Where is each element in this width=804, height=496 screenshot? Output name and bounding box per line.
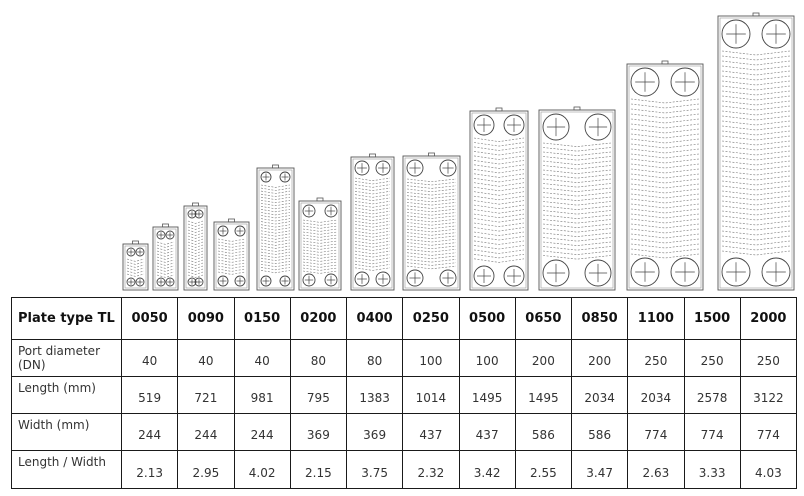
table-cell: 981: [233, 376, 291, 414]
plate-drawing-0150: [183, 202, 208, 291]
table-header-row: Plate type TL 0050 0090 0150 0200 0400 0250 050…: [11, 297, 798, 340]
table-cell: 3122: [739, 376, 798, 414]
table-row: Width (mm) 244 244 244 369 369 437 437 586 586 774…: [11, 413, 798, 451]
header-label: Plate type TL: [11, 297, 122, 340]
table-cell: 250: [683, 339, 741, 377]
table-cell: 1014: [402, 376, 460, 414]
plate-drawing-0200: [213, 218, 250, 291]
table-cell: 2.95: [177, 450, 235, 489]
plate-type-0150: 0150: [233, 297, 291, 340]
plate-type-0400: 0400: [345, 297, 404, 340]
plate-type-1100: 1100: [627, 297, 685, 340]
table-cell: 100: [458, 339, 516, 377]
table-cell: 80: [289, 339, 348, 377]
row-label: Width (mm): [11, 413, 122, 451]
table-cell: 2034: [627, 376, 685, 414]
table-cell: 3.42: [458, 450, 516, 489]
table-row: Length / Width 2.13 2.95 4.02 2.15 3.75 2.32 3.…: [11, 450, 798, 489]
plate-drawing-0850: [469, 107, 529, 291]
table-cell: 795: [289, 376, 348, 414]
row-label: Port diameter (DN): [11, 339, 122, 377]
row-label: Length / Width: [11, 450, 122, 489]
table-cell: 4.03: [739, 450, 798, 489]
table-cell: 200: [570, 339, 629, 377]
plate-type-1500: 1500: [683, 297, 741, 340]
table-cell: 4.02: [233, 450, 291, 489]
plate-type-0090: 0090: [177, 297, 235, 340]
plate-type-0200: 0200: [289, 297, 348, 340]
table-row: Port diameter (DN) 40 40 40 80 80 100 100 200 200…: [11, 339, 798, 377]
table-cell: 200: [514, 339, 573, 377]
plate-type-2000: 2000: [739, 297, 798, 340]
table-cell: 80: [345, 339, 404, 377]
table-cell: 437: [458, 413, 516, 451]
plate-drawing-0250: [298, 197, 342, 291]
table-cell: 250: [739, 339, 798, 377]
plate-drawings: [122, 12, 795, 291]
table-cell: 40: [177, 339, 235, 377]
table-cell: 1495: [514, 376, 573, 414]
table-cell: 519: [120, 376, 179, 414]
table-cell: 2578: [683, 376, 741, 414]
table-cell: 2.63: [627, 450, 685, 489]
table-cell: 774: [627, 413, 685, 451]
table-cell: 369: [345, 413, 404, 451]
table-cell: 2.55: [514, 450, 573, 489]
table-cell: 3.33: [683, 450, 741, 489]
table-cell: 3.75: [345, 450, 404, 489]
plate-type-0850: 0850: [570, 297, 629, 340]
plate-spec-table: Plate type TL 0050 0090 0150 0200 0400 0250 050…: [11, 297, 798, 489]
table-cell: 244: [233, 413, 291, 451]
table-cell: 1383: [345, 376, 404, 414]
table-cell: 40: [120, 339, 179, 377]
plate-drawing-0400: [256, 164, 295, 291]
table-cell: 100: [402, 339, 460, 377]
table-cell: 40: [233, 339, 291, 377]
table-cell: 244: [177, 413, 235, 451]
table-cell: 586: [514, 413, 573, 451]
plate-drawing-0050: [122, 240, 149, 291]
table-cell: 1495: [458, 376, 516, 414]
table-cell: 586: [570, 413, 629, 451]
table-cell: 369: [289, 413, 348, 451]
table-cell: 774: [683, 413, 741, 451]
plate-drawing-2000: [717, 12, 795, 291]
table-cell: 774: [739, 413, 798, 451]
table-row: Length (mm) 519 721 981 795 1383 1014 1495 1495 2…: [11, 376, 798, 414]
table-cell: 3.47: [570, 450, 629, 489]
plate-type-0500: 0500: [458, 297, 516, 340]
table-cell: 250: [627, 339, 685, 377]
plate-drawing-1500: [626, 60, 704, 291]
table-cell: 2.32: [402, 450, 460, 489]
plate-drawing-0500: [350, 153, 395, 291]
plate-type-0050: 0050: [120, 297, 179, 340]
plate-type-0650: 0650: [514, 297, 573, 340]
table-cell: 2.15: [289, 450, 348, 489]
row-label: Length (mm): [11, 376, 122, 414]
plate-drawing-1100: [538, 106, 616, 291]
plate-drawing-0090: [152, 223, 179, 291]
table-cell: 244: [120, 413, 179, 451]
table-cell: 2.13: [120, 450, 179, 489]
table-cell: 437: [402, 413, 460, 451]
plate-drawing-0650: [402, 152, 461, 291]
plate-type-0250: 0250: [402, 297, 460, 340]
table-cell: 2034: [570, 376, 629, 414]
table-cell: 721: [177, 376, 235, 414]
